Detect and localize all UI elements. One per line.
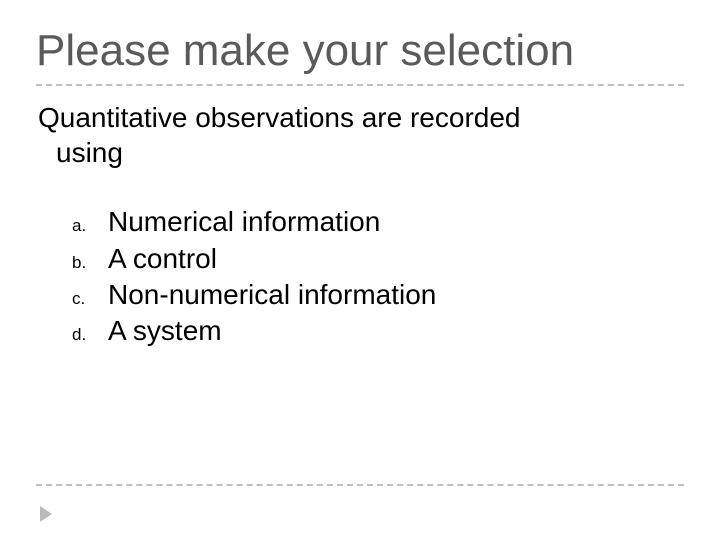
option-text: Non-numerical information <box>108 277 436 313</box>
option-marker: c. <box>72 288 108 310</box>
option-text: A system <box>108 313 222 349</box>
option-text: Numerical information <box>108 204 380 240</box>
option-c[interactable]: c. Non-numerical information <box>72 277 684 313</box>
option-marker: d. <box>72 324 108 346</box>
option-marker: b. <box>72 252 108 274</box>
option-text: A control <box>108 241 217 277</box>
option-d[interactable]: d. A system <box>72 313 684 349</box>
footer-divider <box>36 484 684 486</box>
options-list: a. Numerical information b. A control c.… <box>72 204 684 350</box>
play-arrow-icon <box>40 506 52 522</box>
title-divider <box>36 84 684 86</box>
slide-container: Please make your selection Quantitative … <box>0 0 720 540</box>
slide-title: Please make your selection <box>36 28 684 74</box>
option-a[interactable]: a. Numerical information <box>72 204 684 240</box>
option-marker: a. <box>72 215 108 237</box>
question-line-1: Quantitative observations are recorded <box>38 102 521 133</box>
option-b[interactable]: b. A control <box>72 241 684 277</box>
question-text: Quantitative observations are recorded u… <box>38 100 684 170</box>
question-line-2: using <box>38 137 123 168</box>
